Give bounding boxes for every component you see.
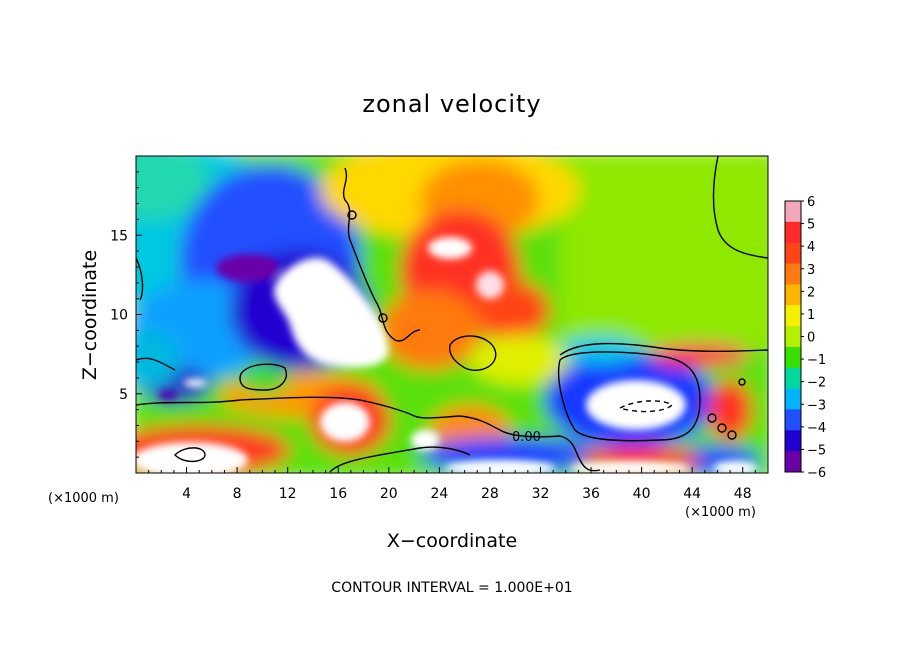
chart-title: zonal velocity [362,90,541,118]
white-core-small [411,430,439,450]
y-tick-label: 10 [110,308,128,324]
contour-zero-left [136,396,601,472]
footer-contour-interval: CONTOUR INTERVAL = 1.000E+01 [331,580,572,596]
field-red-right-top [650,343,750,367]
white-core-left [273,257,389,368]
colorbar-tick-label: 0 [807,331,815,346]
contour-zero-right-box [558,351,701,442]
colorbar-swatch [785,326,801,348]
colorbar-swatch [785,367,801,390]
contour-dashed-right [618,400,674,413]
colorbar-swatch [785,346,801,369]
y-axis: 5 10 15 [110,171,142,458]
y-axis-label: Z−coordinate [79,250,101,380]
colorbar-swatch [785,409,801,431]
white-core-bottom-center [445,460,555,473]
colorbar-tick-label: −1 [807,353,826,368]
contour-small-right-3 [727,430,737,440]
colorbar-swatch [785,201,801,223]
colorbar-swatch [785,305,801,327]
contour-zero-left-edge [136,357,176,371]
colorbar-tick-label: −6 [807,466,826,481]
x-unit-left: (×1000 m) [48,491,119,506]
colorbar-tick-label: 3 [807,263,815,278]
colorbar-swatch [785,242,801,265]
colorbar-swatch [785,451,801,473]
white-core-far-right [713,461,757,473]
contour-zero-bottom [329,446,471,473]
white-core-red [428,237,472,259]
contour-solid-bottom-left [174,447,206,463]
x-unit-right: (×1000 m) [685,505,756,520]
white-core-center [320,402,370,442]
contour-small-mid-2 [347,210,357,220]
colorbar-tick-label: 1 [807,308,815,323]
x-tick-label: 4 [182,486,191,502]
white-core-red-2 [476,271,504,299]
colorbar-tick-label: 4 [807,240,815,255]
x-axis: 4 8 12 16 20 24 28 32 36 40 44 48 [148,467,756,502]
colorbar-swatch [785,430,801,452]
contour-zero-upper-right [712,156,768,259]
x-tick-label: 48 [734,486,752,502]
x-tick-label: 20 [380,486,398,502]
contour-label: 0.00 [512,430,541,445]
colorbar-tick-label: −3 [807,398,826,413]
field-yellow-mid [470,335,570,385]
colorbar-swatch [785,284,801,306]
colorbar-tick-label: −5 [807,443,826,458]
y-tick-label: 5 [119,387,128,403]
contour-zero-mid [342,167,421,342]
colorbar-swatch [785,221,801,244]
contour-small-right-1 [707,413,717,423]
colorbar-tick-label: 6 [807,195,815,210]
contour-small-mid-1 [378,313,388,323]
violet-spot-left [158,390,178,400]
x-tick-label: 44 [683,486,701,502]
field-cyan-right [560,336,640,364]
field-orange-mid [380,290,480,370]
white-core-right [586,380,686,430]
colorbar-tick-label: −4 [807,421,826,436]
x-tick-label: 28 [481,486,499,502]
x-tick-label: 8 [233,486,242,502]
field-left-cyan [136,330,180,390]
contour-zero-left-top [136,257,144,301]
x-axis-label: X−coordinate [387,530,517,552]
contour-zero-island [239,363,287,391]
contour-small-right-4 [738,378,746,386]
colorbar-tick-label: −2 [807,376,826,391]
x-tick-label: 40 [633,486,651,502]
field-upper-left-teal [136,156,210,220]
colorbar-swatch [785,263,801,285]
white-core-bottom-left [136,442,248,473]
contour-zero-right [559,342,768,356]
contour-small-right-2 [717,423,727,433]
x-tick-label: 32 [532,486,550,502]
field-upper-right-green [560,156,768,350]
y-tick-label: 15 [110,228,128,244]
violet-core-left [216,254,280,282]
contour-lines [136,156,768,473]
colorbar-swatch [785,388,801,410]
colorbar-tick-label: 5 [807,218,815,233]
white-spot-left [183,379,207,387]
x-tick-label: 36 [582,486,600,502]
colorbar-tick-label: 2 [807,285,815,300]
x-tick-label: 12 [279,486,297,502]
x-tick-label: 16 [329,486,347,502]
heatmap-field: 0.00 [136,156,768,473]
colorbar: 6 5 4 3 2 1 0 −1 −2 −3 −4 −5 −6 [784,195,826,481]
white-core-bottom-right [570,461,690,473]
x-tick-label: 24 [430,486,448,502]
contour-zero-island-2 [448,335,497,371]
